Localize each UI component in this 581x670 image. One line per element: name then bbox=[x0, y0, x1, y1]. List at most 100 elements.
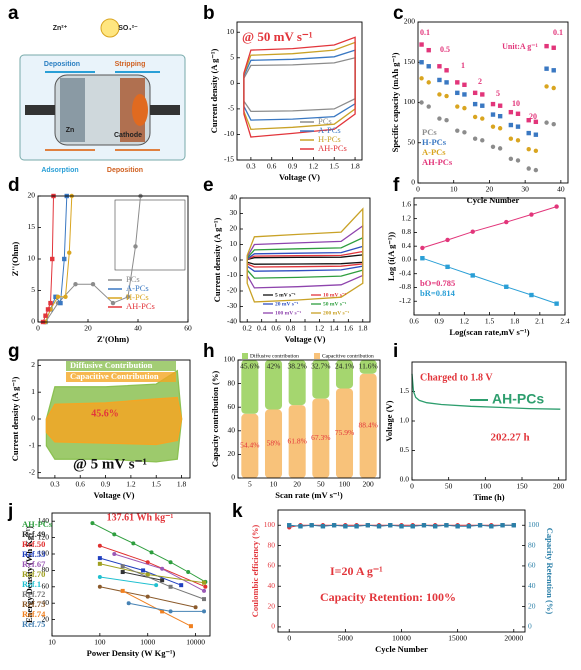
annotation: 1 bbox=[461, 61, 465, 70]
data-point bbox=[63, 294, 68, 299]
panel-label: g bbox=[8, 341, 20, 362]
data-point bbox=[480, 103, 485, 108]
y-tick-label: 2 bbox=[31, 360, 35, 369]
data-point bbox=[554, 301, 559, 306]
data-point bbox=[472, 90, 478, 96]
y-axis-title: Log (i(A g⁻¹)) bbox=[386, 232, 396, 281]
data-point bbox=[120, 588, 125, 593]
data-point bbox=[410, 524, 415, 529]
data-point bbox=[67, 250, 72, 255]
diagram-label: Adsorption bbox=[41, 167, 78, 174]
data-point bbox=[508, 156, 514, 162]
data-point bbox=[426, 104, 431, 109]
data-point bbox=[490, 112, 496, 117]
y-tick-label: 40 bbox=[228, 426, 236, 435]
x-tick-label: 0.4 bbox=[257, 324, 267, 333]
plot-frame bbox=[51, 512, 211, 637]
legend-label: AH-PCs bbox=[318, 143, 347, 153]
series-line bbox=[422, 257, 557, 305]
x-axis-title: Z'(Ohm) bbox=[97, 334, 129, 344]
data-point bbox=[90, 521, 95, 526]
data-point bbox=[45, 307, 51, 312]
data-point bbox=[544, 84, 549, 89]
data-point bbox=[497, 146, 503, 151]
x-tick-label: 0.8 bbox=[286, 324, 296, 333]
y-tick-label: 0.4 bbox=[402, 241, 412, 250]
bar-segment bbox=[264, 409, 283, 478]
data-point bbox=[420, 245, 425, 251]
value-label: 58% bbox=[267, 438, 281, 447]
legend-label: A-PCs bbox=[422, 147, 446, 157]
legend-label: bO=0.785 bbox=[420, 278, 455, 288]
y-tick-label: 0.0 bbox=[400, 475, 410, 484]
data-point bbox=[437, 92, 442, 97]
y-tick-label: 0 bbox=[271, 622, 275, 631]
data-point bbox=[472, 101, 478, 107]
value-label: 45.6% bbox=[240, 362, 259, 371]
y-tick-label: 120 bbox=[38, 532, 50, 541]
legend-swatch bbox=[314, 353, 320, 359]
y-axis-title: Coulombic efficiency (%) bbox=[250, 525, 260, 618]
y2-tick-label: 0 bbox=[528, 622, 532, 631]
data-point bbox=[444, 93, 449, 99]
data-point bbox=[490, 144, 496, 149]
legend-label: Ref.73 bbox=[22, 599, 45, 609]
panel: -40 -30 -20 -10 0 10 20 30 40 0.2 0.4 0.6 0.8 1 1.2 1.4… bbox=[212, 193, 371, 344]
x-tick-label: 1.8 bbox=[358, 324, 368, 333]
y-tick-label: 100 bbox=[404, 97, 416, 106]
y-tick-label: 1 bbox=[31, 387, 35, 396]
data-point bbox=[126, 601, 131, 606]
plot-frame bbox=[277, 509, 526, 633]
legend-label: 50 mV s⁻¹ bbox=[323, 301, 347, 307]
annotation: Capacity Retention: 100% bbox=[320, 590, 456, 604]
y-tick-label: 40 bbox=[268, 581, 276, 590]
y-tick-label: 200 bbox=[404, 17, 416, 26]
plot-frame bbox=[413, 197, 566, 316]
bar-segment bbox=[241, 413, 259, 478]
plot-frame bbox=[237, 359, 381, 479]
x-tick-label: 10 bbox=[270, 480, 278, 489]
data-point bbox=[50, 256, 55, 262]
x-tick-label: 1.5 bbox=[485, 317, 495, 326]
annotation: 20 bbox=[529, 112, 537, 121]
terminal-right bbox=[150, 105, 180, 115]
x-tick-label: 10 bbox=[48, 638, 56, 647]
legend-label: Ref.49 bbox=[22, 529, 45, 539]
annotation: 202.27 h bbox=[490, 432, 529, 444]
data-point bbox=[420, 256, 425, 261]
data-point bbox=[112, 552, 117, 556]
y-tick-label: 0 bbox=[233, 255, 237, 264]
data-point bbox=[544, 66, 549, 71]
data-point bbox=[426, 47, 431, 53]
data-point bbox=[508, 136, 514, 141]
data-point bbox=[43, 313, 48, 318]
y-tick-label: -40 bbox=[227, 317, 237, 326]
x-tick-label: 20 bbox=[486, 185, 494, 194]
diagram-label: Deposition bbox=[44, 61, 80, 68]
data-point bbox=[551, 45, 556, 50]
plot-frame bbox=[37, 359, 191, 479]
annotation: @ 5 mV s⁻¹ bbox=[73, 456, 147, 472]
value-label: 61.8% bbox=[287, 436, 306, 445]
y2-tick-label: 80 bbox=[528, 540, 536, 549]
data-point bbox=[202, 580, 207, 585]
data-point bbox=[149, 550, 154, 555]
data-point bbox=[426, 64, 431, 69]
y-tick-label: 0 bbox=[31, 317, 35, 326]
x-tick-label: 0 bbox=[287, 634, 291, 643]
data-point bbox=[141, 568, 146, 573]
y2-tick-label: 100 bbox=[528, 520, 540, 529]
series-line bbox=[243, 49, 356, 121]
data-point bbox=[53, 294, 58, 299]
data-point bbox=[145, 594, 150, 599]
series-line bbox=[243, 36, 356, 138]
data-point bbox=[455, 524, 460, 529]
data-point bbox=[504, 219, 509, 225]
panel: 0.0 0.5 1.0 1.5 0 50 100 150 200 Time (h) Voltage … bbox=[384, 361, 567, 502]
y-tick-label: 0.0 bbox=[402, 255, 412, 264]
x-axis-title: Voltage (V) bbox=[285, 334, 326, 344]
data-point bbox=[526, 166, 531, 171]
y-axis-title: Specific capacity (mAh g⁻¹) bbox=[390, 52, 400, 152]
x-tick-label: 1.2 bbox=[309, 162, 319, 171]
